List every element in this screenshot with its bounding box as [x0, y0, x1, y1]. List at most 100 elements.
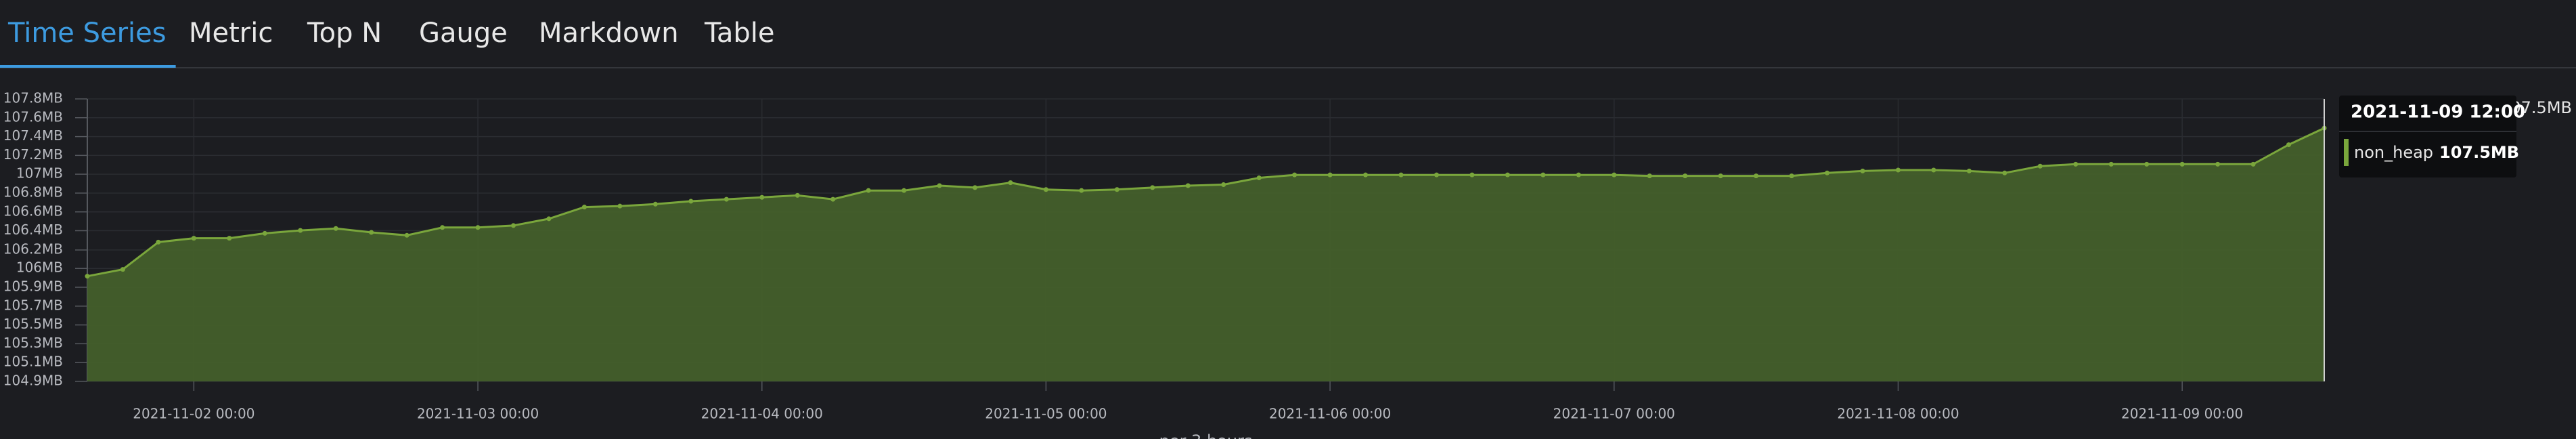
point: [2037, 163, 2043, 169]
x-axis-label: per 3 hours: [1159, 432, 1253, 439]
point: [1576, 172, 1581, 177]
point: [475, 225, 481, 230]
tooltip-series: non_heap: [2354, 143, 2433, 162]
point: [191, 236, 196, 241]
area: [87, 128, 2324, 381]
point: [1754, 173, 1759, 179]
point: [511, 223, 516, 228]
point: [1008, 180, 1013, 186]
point: [1256, 175, 1262, 180]
point: [1292, 172, 1297, 177]
tooltip-time: 2021-11-09 12:00: [2351, 102, 2525, 123]
point: [652, 201, 658, 207]
x-tick-label: 2021-11-07 00:00: [1553, 406, 1675, 422]
tab[interactable]: Top N: [307, 18, 382, 49]
point: [120, 267, 125, 272]
point: [902, 188, 907, 193]
y-tick-label: 106.4MB: [3, 222, 63, 238]
y-tick-label: 105.5MB: [3, 316, 63, 332]
point: [1895, 167, 1901, 173]
y-tick-label: 107.6MB: [3, 108, 63, 125]
point: [2073, 161, 2079, 167]
point: [369, 230, 374, 235]
y-tick-label: 106.8MB: [3, 184, 63, 201]
tab[interactable]: Table: [704, 18, 774, 49]
x-tick-label: 2021-11-08 00:00: [1837, 406, 1959, 422]
point: [1931, 167, 1936, 173]
tooltip-swatch: [2344, 139, 2349, 166]
x-tick-label: 2021-11-04 00:00: [701, 406, 823, 422]
y-tick-label: 106MB: [16, 259, 63, 276]
point: [759, 194, 765, 200]
y-tick-label: 107.4MB: [3, 127, 63, 144]
point: [1966, 168, 1972, 173]
point: [85, 274, 90, 279]
point: [2286, 142, 2292, 148]
tab[interactable]: Time Series: [7, 18, 166, 49]
point: [156, 239, 161, 245]
point: [262, 230, 267, 236]
point: [1540, 172, 1546, 177]
point: [1860, 168, 1865, 173]
point: [1114, 187, 1119, 192]
point: [2144, 161, 2150, 167]
tab[interactable]: Metric: [189, 18, 273, 49]
y-tick-label: 106.2MB: [3, 241, 63, 257]
tab-underline: [0, 65, 176, 68]
point: [546, 216, 552, 222]
point: [1079, 188, 1084, 193]
point: [1398, 172, 1404, 177]
point: [581, 205, 587, 210]
point: [1434, 172, 1439, 177]
point: [227, 236, 232, 241]
point: [1469, 172, 1475, 177]
y-tick-label: 107.8MB: [3, 90, 63, 106]
point: [1043, 187, 1048, 192]
point: [298, 228, 303, 233]
point: [1612, 172, 1617, 177]
point: [1647, 173, 1652, 179]
point: [1825, 170, 1830, 175]
point: [724, 196, 729, 202]
point: [617, 203, 623, 209]
x-tick-label: 2021-11-03 00:00: [417, 406, 539, 422]
chart: 104.9MB 105.1MB 105.3MB 105.5MB 105.7MB 105.9…: [3, 90, 2327, 439]
tab[interactable]: Markdown: [539, 18, 679, 49]
point: [973, 185, 978, 190]
point: [2002, 170, 2007, 175]
point: [2250, 161, 2256, 167]
point: [688, 198, 694, 204]
point: [1505, 172, 1510, 177]
point: [2179, 161, 2185, 167]
y-tick-label: 105.1MB: [3, 354, 63, 370]
y-tick-label: 104.9MB: [3, 373, 63, 389]
x-tick-label: 2021-11-09 00:00: [2121, 406, 2243, 422]
tooltip-box: [2339, 96, 2516, 177]
point: [1150, 185, 1155, 190]
point: [404, 232, 409, 238]
point: [1185, 183, 1191, 188]
point: [1683, 173, 1688, 179]
y-tick-label: 105.9MB: [3, 278, 63, 294]
tab[interactable]: Gauge: [419, 18, 508, 49]
point: [440, 225, 445, 230]
y-tick-label: 107.2MB: [3, 146, 63, 163]
tooltip: 2021-11-09 12:00 non_heap 107.5MB: [2339, 96, 2525, 177]
y-tick-label: 105.3MB: [3, 335, 63, 351]
point: [1363, 172, 1369, 177]
point: [2215, 161, 2221, 167]
point: [937, 183, 942, 188]
x-tick-label: 2021-11-02 00:00: [133, 406, 254, 422]
point: [795, 192, 800, 198]
point: [1221, 182, 1226, 188]
point: [1789, 173, 1794, 179]
line: [87, 127, 2325, 278]
tooltip-value: 107.5MB: [2439, 143, 2519, 162]
tab-bar: Time Series Metric Top N Gauge Markdown Table: [0, 18, 774, 68]
point: [866, 188, 871, 193]
x-tick-label: 2021-11-06 00:00: [1269, 406, 1391, 422]
point: [2108, 161, 2114, 167]
point: [830, 196, 836, 202]
